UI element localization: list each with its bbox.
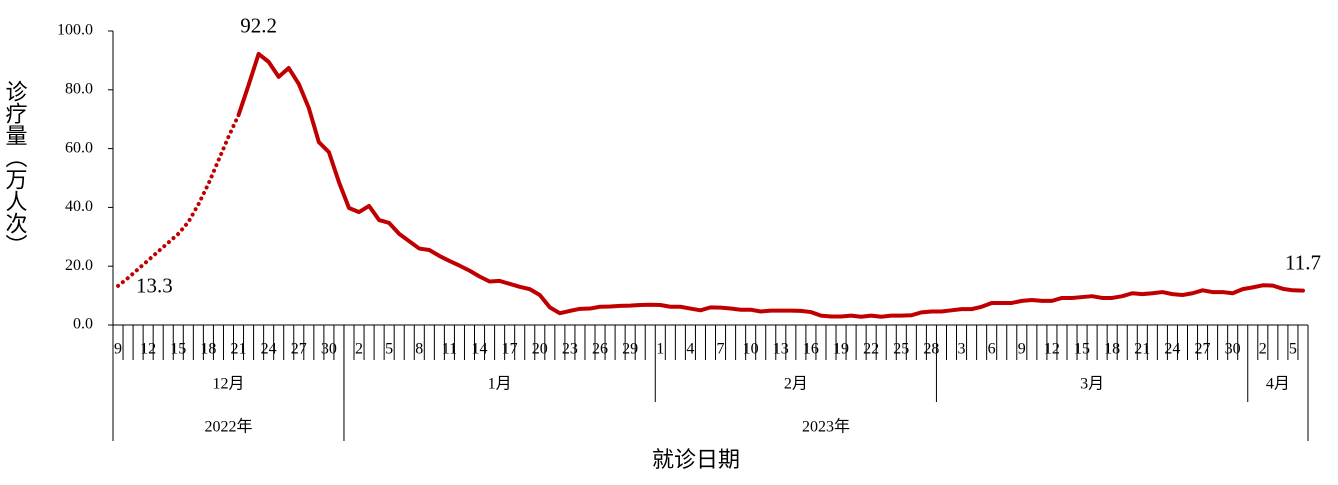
data-label: 13.3: [136, 274, 173, 298]
y-tick-label: 20.0: [65, 257, 93, 274]
month-label: 1月: [488, 376, 512, 393]
x-tick-label: 24: [1164, 341, 1180, 358]
x-tick-label: 26: [592, 341, 608, 358]
x-tick-label: 9: [1018, 341, 1026, 358]
year-label: 2023年: [802, 418, 850, 436]
data-label: 11.7: [1285, 250, 1321, 274]
x-tick-label: 16: [803, 341, 819, 358]
y-tick-label: 40.0: [65, 198, 93, 215]
x-tick-label: 5: [1289, 341, 1297, 358]
x-tick-label: 13: [773, 341, 789, 358]
x-tick-label: 28: [923, 341, 939, 358]
x-tick-label: 12: [140, 341, 156, 358]
x-tick-label: 22: [863, 341, 879, 358]
x-tick-label: 18: [1104, 341, 1120, 358]
month-label: 12月: [212, 376, 244, 393]
x-tick-label: 10: [743, 341, 759, 358]
x-tick-label: 27: [291, 341, 307, 358]
x-tick-label: 3: [958, 341, 966, 358]
x-axis-label: 就诊日期: [652, 448, 740, 473]
month-label: 3月: [1080, 376, 1104, 393]
x-tick-label: 9: [114, 341, 122, 358]
x-tick-label: 8: [415, 341, 423, 358]
x-tick-label: 24: [261, 341, 277, 358]
x-tick-label: 21: [231, 341, 247, 358]
x-tick-label: 4: [686, 341, 694, 358]
x-tick-label: 7: [717, 341, 725, 358]
y-axis-label: 诊疗量（万人次）: [2, 80, 28, 256]
y-tick-label: 0.0: [73, 316, 93, 333]
x-tick-label: 15: [170, 341, 186, 358]
x-tick-label: 20: [532, 341, 548, 358]
data-label: 92.2: [240, 14, 277, 38]
data-line: [236, 51, 1305, 319]
x-tick-label: 2: [355, 341, 363, 358]
month-label: 2月: [784, 376, 808, 393]
x-tick-label: 2: [1259, 341, 1267, 358]
x-tick-label: 17: [502, 341, 518, 358]
y-tick-label: 100.0: [57, 22, 93, 39]
x-tick-label: 18: [200, 341, 216, 358]
x-tick-label: 15: [1074, 341, 1090, 358]
x-tick-label: 23: [562, 341, 578, 358]
x-tick-label: 6: [988, 341, 996, 358]
x-tick-label: 14: [472, 341, 488, 358]
year-label: 2022年: [204, 418, 252, 436]
data-line: [116, 113, 241, 288]
x-tick-label: 27: [1195, 341, 1211, 358]
month-label: 4月: [1266, 376, 1290, 393]
y-tick-label: 80.0: [65, 80, 93, 97]
x-tick-label: 5: [385, 341, 393, 358]
y-tick-label: 60.0: [65, 139, 93, 156]
x-tick-label: 30: [321, 341, 337, 358]
x-tick-label: 19: [833, 341, 849, 358]
x-tick-label: 21: [1134, 341, 1150, 358]
x-tick-label: 25: [893, 341, 909, 358]
x-tick-label: 30: [1225, 341, 1241, 358]
x-tick-label: 11: [442, 341, 457, 358]
x-tick-label: 12: [1044, 341, 1060, 358]
x-tick-label: 29: [622, 341, 638, 358]
x-tick-label: 1: [656, 341, 664, 358]
